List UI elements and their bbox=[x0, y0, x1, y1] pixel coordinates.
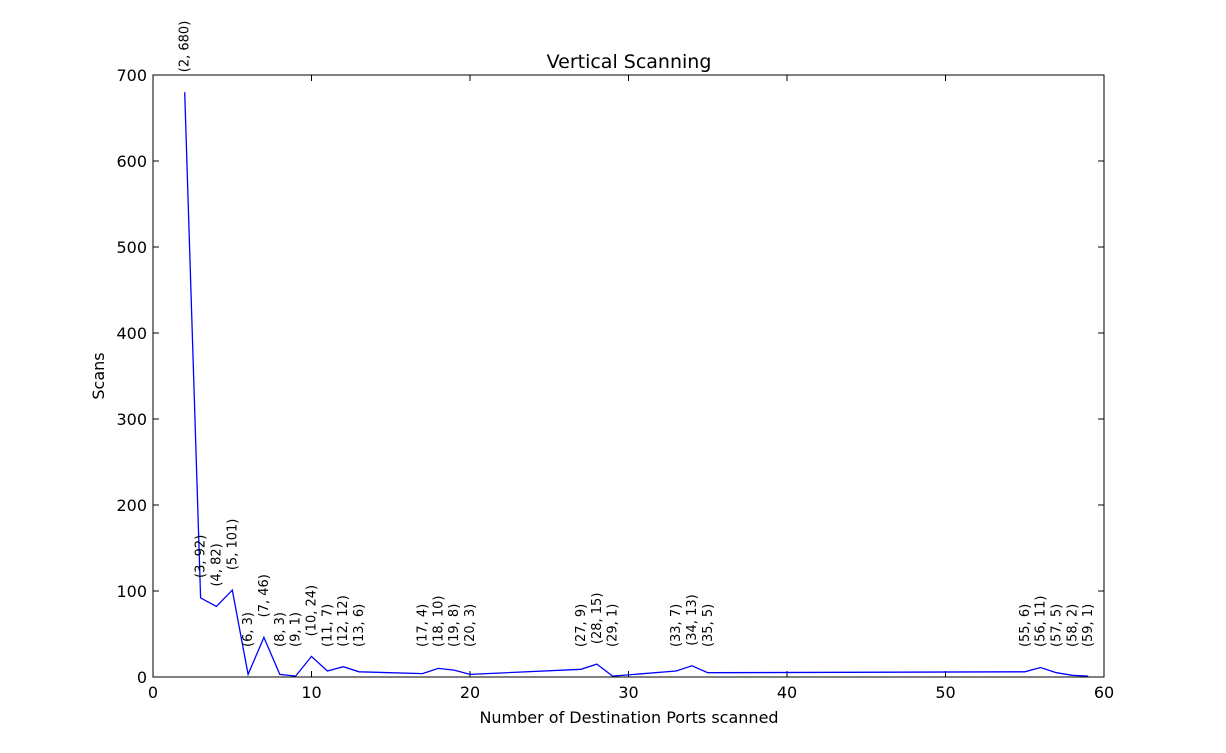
point-label: (27, 9) bbox=[574, 604, 589, 647]
y-tick-label: 400 bbox=[116, 324, 147, 343]
y-tick-label: 500 bbox=[116, 238, 147, 257]
point-label: (13, 6) bbox=[352, 604, 367, 647]
plot-frame bbox=[152, 74, 1105, 678]
point-label: (9, 1) bbox=[289, 612, 304, 647]
x-tick-label: 50 bbox=[935, 683, 955, 702]
point-label: (20, 3) bbox=[463, 604, 478, 647]
point-label: (4, 82) bbox=[209, 543, 224, 586]
x-axis-label: Number of Destination Ports scanned bbox=[479, 708, 778, 727]
y-tick-label: 300 bbox=[116, 410, 147, 429]
point-label: (5, 101) bbox=[225, 519, 240, 571]
x-tick-label: 20 bbox=[460, 683, 480, 702]
point-label: (58, 2) bbox=[1065, 604, 1080, 647]
point-label: (17, 4) bbox=[415, 604, 430, 647]
x-tick-label: 10 bbox=[301, 683, 321, 702]
point-label: (6, 3) bbox=[241, 612, 256, 647]
point-label: (3, 92) bbox=[194, 535, 209, 578]
y-axis-label: Scans bbox=[89, 352, 108, 399]
point-label-group: (2, 680) (3, 92) (4, 82) (5, 101) (6, 3)(7, … bbox=[178, 21, 1096, 647]
point-label: (57, 5) bbox=[1049, 604, 1064, 647]
point-label: (55, 6) bbox=[1018, 604, 1033, 647]
y-tick-label: 700 bbox=[116, 66, 147, 85]
point-label: (59, 1) bbox=[1081, 604, 1096, 647]
point-label: (2, 680) bbox=[178, 21, 193, 73]
chart-title: Vertical Scanning bbox=[547, 51, 712, 73]
y-tick-label: 0 bbox=[137, 668, 147, 687]
y-tick-label: 600 bbox=[116, 152, 147, 171]
point-label: (11, 7) bbox=[320, 604, 335, 647]
y-tick-label: 200 bbox=[116, 496, 147, 515]
x-tick-label: 0 bbox=[148, 683, 158, 702]
x-tick-label: 60 bbox=[1094, 683, 1114, 702]
point-label: (7, 46) bbox=[257, 574, 272, 617]
y-tick-label: 100 bbox=[116, 582, 147, 601]
series-line bbox=[184, 92, 1089, 677]
point-label: (29, 1) bbox=[606, 604, 621, 647]
x-tick-label: 30 bbox=[618, 683, 638, 702]
point-label: (12, 12) bbox=[336, 595, 351, 647]
point-label: (56, 11) bbox=[1034, 596, 1049, 648]
point-label: (8, 3) bbox=[273, 612, 288, 647]
point-label: (10, 24) bbox=[304, 585, 319, 637]
point-label: (34, 13) bbox=[685, 594, 700, 646]
point-label: (33, 7) bbox=[669, 604, 684, 647]
point-label: (35, 5) bbox=[701, 604, 716, 647]
point-label: (18, 10) bbox=[431, 596, 446, 648]
point-label: (28, 15) bbox=[590, 593, 605, 645]
point-label: (19, 8) bbox=[447, 604, 462, 647]
x-tick-label: 40 bbox=[777, 683, 797, 702]
